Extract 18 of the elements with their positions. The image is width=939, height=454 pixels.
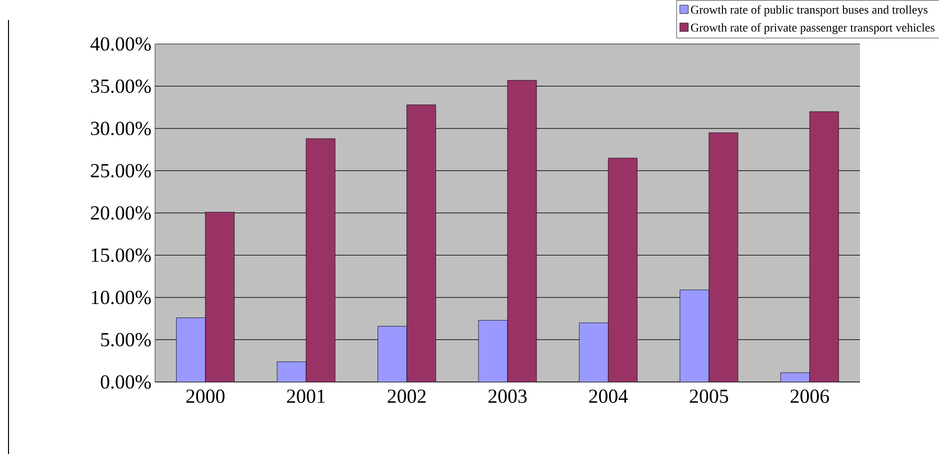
x-tick-label: 2001 [287,390,325,403]
legend-label: Growth rate of public transport buses and trolleys [690,5,928,16]
x-tick-label: 2000 [186,390,225,403]
y-tick-label: 0.00% [100,375,151,389]
y-tick-label: 10.00% [92,290,151,304]
x-tick-label: 2006 [790,390,829,403]
x-tick-label: 2003 [488,390,527,403]
y-tick-label: 15.00% [92,248,151,262]
y-tick-label: 5.00% [101,332,151,346]
y-tick-label: 35.00% [91,79,151,94]
y-tick-label: 25.00% [90,164,151,178]
x-tick-label: 2005 [690,390,728,403]
x-tick-label: 2002 [388,390,426,403]
legend-label: Growth rate of private passenger transport vehicles [690,23,934,34]
y-tick-label: 40.00% [90,37,151,51]
y-tick-label: 20.00% [90,206,151,220]
y-tick-label: 30.00% [91,122,151,136]
x-tick-label: 2004 [589,390,628,403]
